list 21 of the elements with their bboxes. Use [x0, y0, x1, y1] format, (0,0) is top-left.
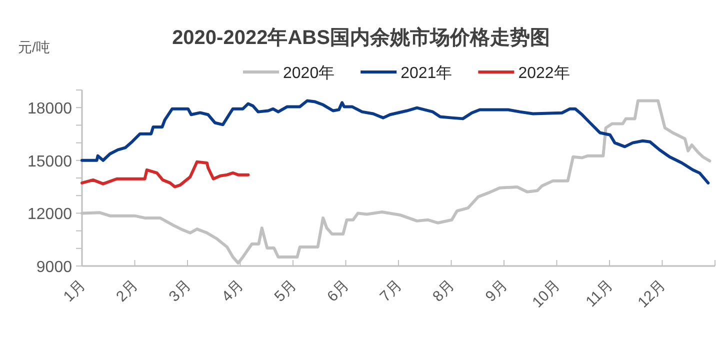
- x-tick-label: 8月: [430, 276, 458, 306]
- x-tick-label: 2月: [113, 276, 142, 306]
- y-axis-title: 元/吨: [18, 39, 50, 55]
- chart-title: 2020-2022年ABS国内余姚市场价格走势图: [172, 26, 550, 49]
- x-tick-label: 7月: [376, 276, 406, 306]
- x-tick-label: 6月: [324, 276, 353, 306]
- y-tick-label: 18000: [28, 100, 72, 118]
- legend-label: 2022年: [518, 65, 570, 82]
- legend-label: 2020年: [283, 65, 335, 82]
- legend-label: 2021年: [400, 65, 452, 82]
- x-tick-label: 12月: [634, 276, 670, 312]
- x-tick-label: 9月: [482, 276, 511, 306]
- x-tick-label: 5月: [271, 276, 300, 306]
- y-tick-label: 9000: [36, 259, 72, 276]
- x-tick-label: 1月: [60, 276, 89, 306]
- y-tick-label: 15000: [28, 153, 72, 170]
- x-tick-label: 11月: [582, 276, 616, 310]
- y-tick-label: 12000: [28, 206, 72, 224]
- x-tick-label: 3月: [166, 276, 194, 306]
- x-tick-label: 4月: [218, 276, 248, 306]
- x-tick-label: 10月: [529, 276, 564, 312]
